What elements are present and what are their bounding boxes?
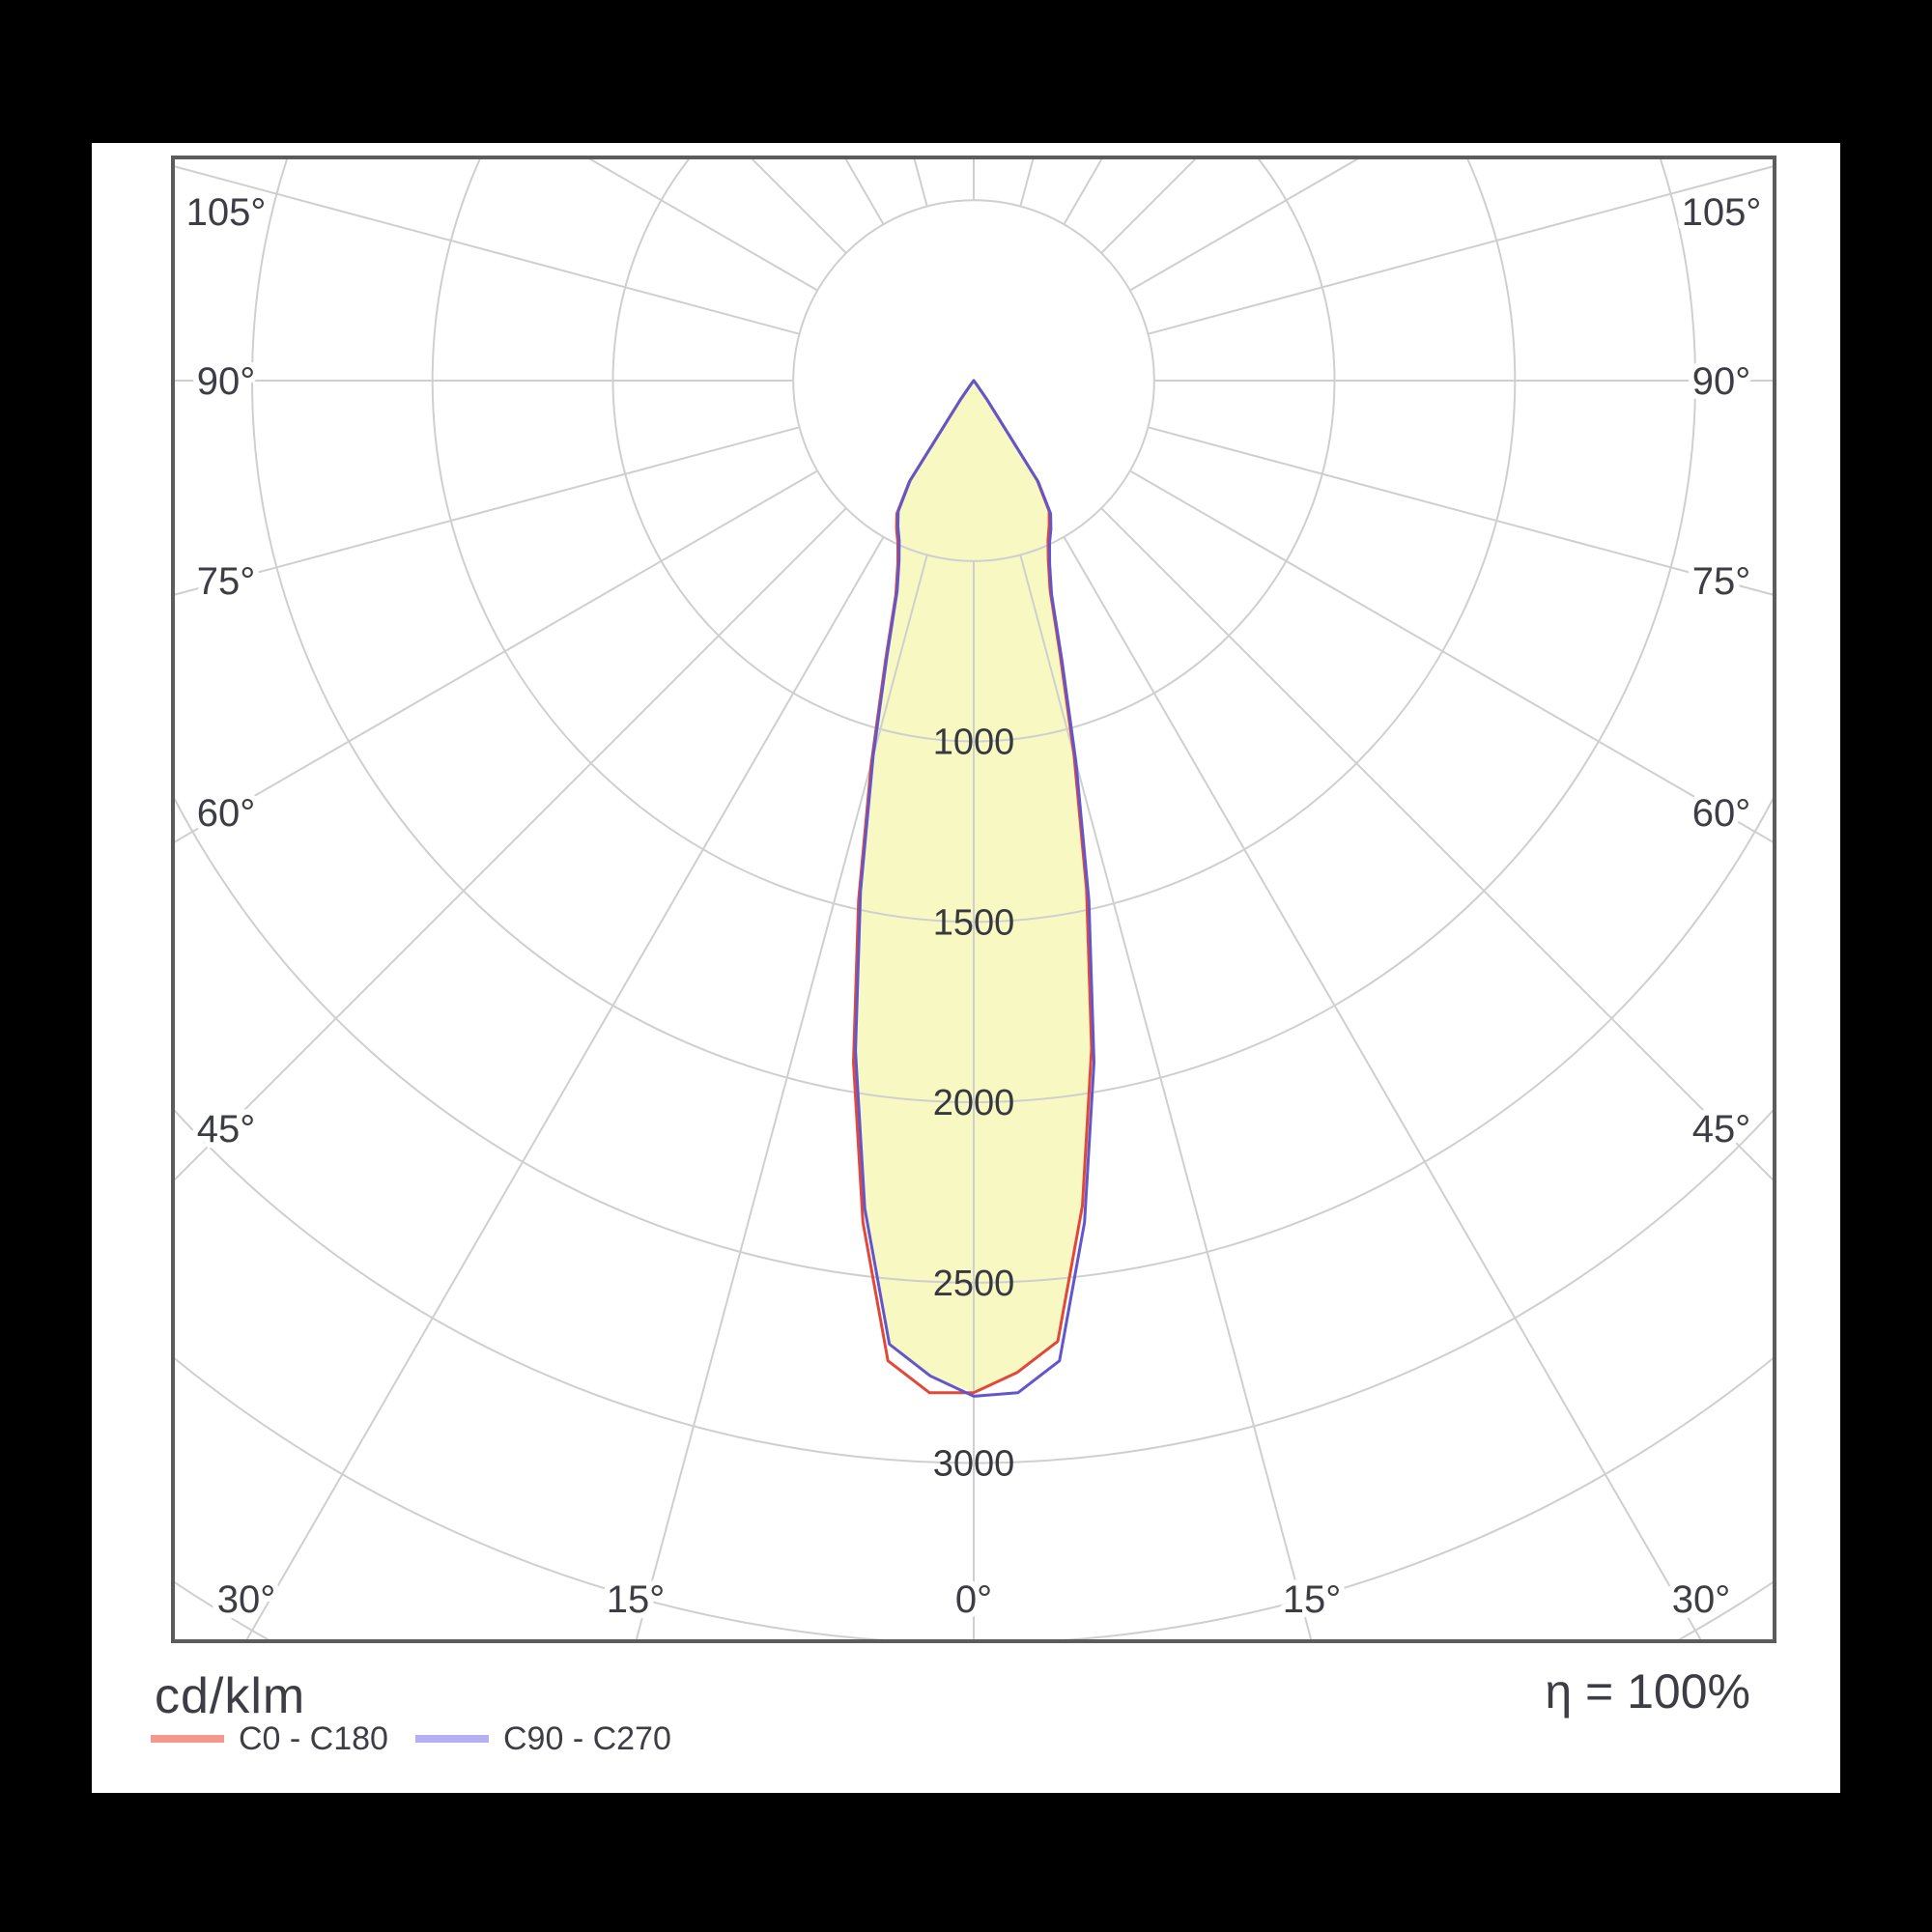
grid-spoke-45: [1100, 507, 1773, 1181]
efficiency-label: η = 100%: [1545, 1664, 1750, 1719]
angle-label-left-30: 30°: [217, 1578, 276, 1621]
radial-label-1000: 1000: [933, 723, 1015, 763]
radial-label-2500: 2500: [933, 1264, 1015, 1304]
legend-item-c90-c270: C90 - C270: [415, 1718, 671, 1760]
grid-spoke-225: [751, 159, 847, 254]
curve-c0-c180: [852, 379, 1094, 1395]
angle-tick-labels: 0° 15° 15° 30° 30° 45° 45° 60° 60° 75° 75° 90° 90° 10…: [181, 185, 1768, 1627]
grid-spoke-60: [1129, 469, 1773, 843]
angle-label-left-90: 90°: [197, 360, 256, 403]
grid-spoke-255: [175, 165, 800, 335]
angle-label-left-15: 15°: [607, 1578, 666, 1621]
grid-spoke-30: [1063, 536, 1702, 1639]
grid-spoke-120: [1129, 159, 1359, 292]
curve-c90-c270: [854, 379, 1095, 1398]
legend-label-c0-c180: C0 - C180: [239, 1719, 388, 1757]
angle-label-left-60: 60°: [197, 792, 256, 835]
radial-label-1500: 1500: [933, 902, 1015, 943]
grid-spoke-135: [1100, 159, 1197, 254]
grid-spoke-165: [1019, 159, 1035, 207]
grid-spoke-75: [1148, 426, 1773, 596]
angle-label-left-45: 45°: [197, 1108, 256, 1151]
grid-spoke-330: [245, 536, 885, 1639]
grid-spoke-105: [1148, 165, 1773, 335]
radial-axis-labels: 1000 1500 2000 2500 3000: [933, 723, 1015, 1485]
beam-curves: [852, 379, 1095, 1398]
grid-spoke-240: [588, 159, 818, 292]
angle-label-left-105: 105°: [186, 191, 267, 234]
legend-item-c0-c180: C0 - C180: [151, 1718, 388, 1760]
grid-spoke-315: [175, 507, 847, 1181]
angle-label-right-15: 15°: [1283, 1578, 1342, 1621]
angle-label-right-30: 30°: [1672, 1578, 1731, 1621]
grid-spoke-195: [913, 159, 928, 207]
angle-label-left-75: 75°: [197, 560, 256, 603]
angle-label-0: 0°: [955, 1578, 992, 1621]
grid-spoke-345: [635, 554, 928, 1639]
angle-label-right-90: 90°: [1692, 360, 1751, 403]
angle-label-right-105: 105°: [1682, 191, 1762, 234]
angle-label-right-60: 60°: [1692, 792, 1751, 835]
chart-frame: [171, 156, 1776, 1643]
legend-swatch-c90-c270: [415, 1735, 489, 1743]
angle-label-right-45: 45°: [1692, 1108, 1751, 1151]
radial-label-2000: 2000: [933, 1083, 1015, 1123]
units-label: cd/klm: [155, 1668, 306, 1724]
legend-label-c90-c270: C90 - C270: [503, 1719, 671, 1757]
radial-label-3000: 3000: [933, 1444, 1015, 1485]
angle-label-right-75: 75°: [1692, 560, 1751, 603]
grid-spoke-300: [175, 469, 818, 843]
legend-swatch-c0-c180: [151, 1735, 224, 1743]
grid-spoke-15: [1019, 554, 1313, 1639]
grid-spoke-285: [175, 426, 800, 596]
